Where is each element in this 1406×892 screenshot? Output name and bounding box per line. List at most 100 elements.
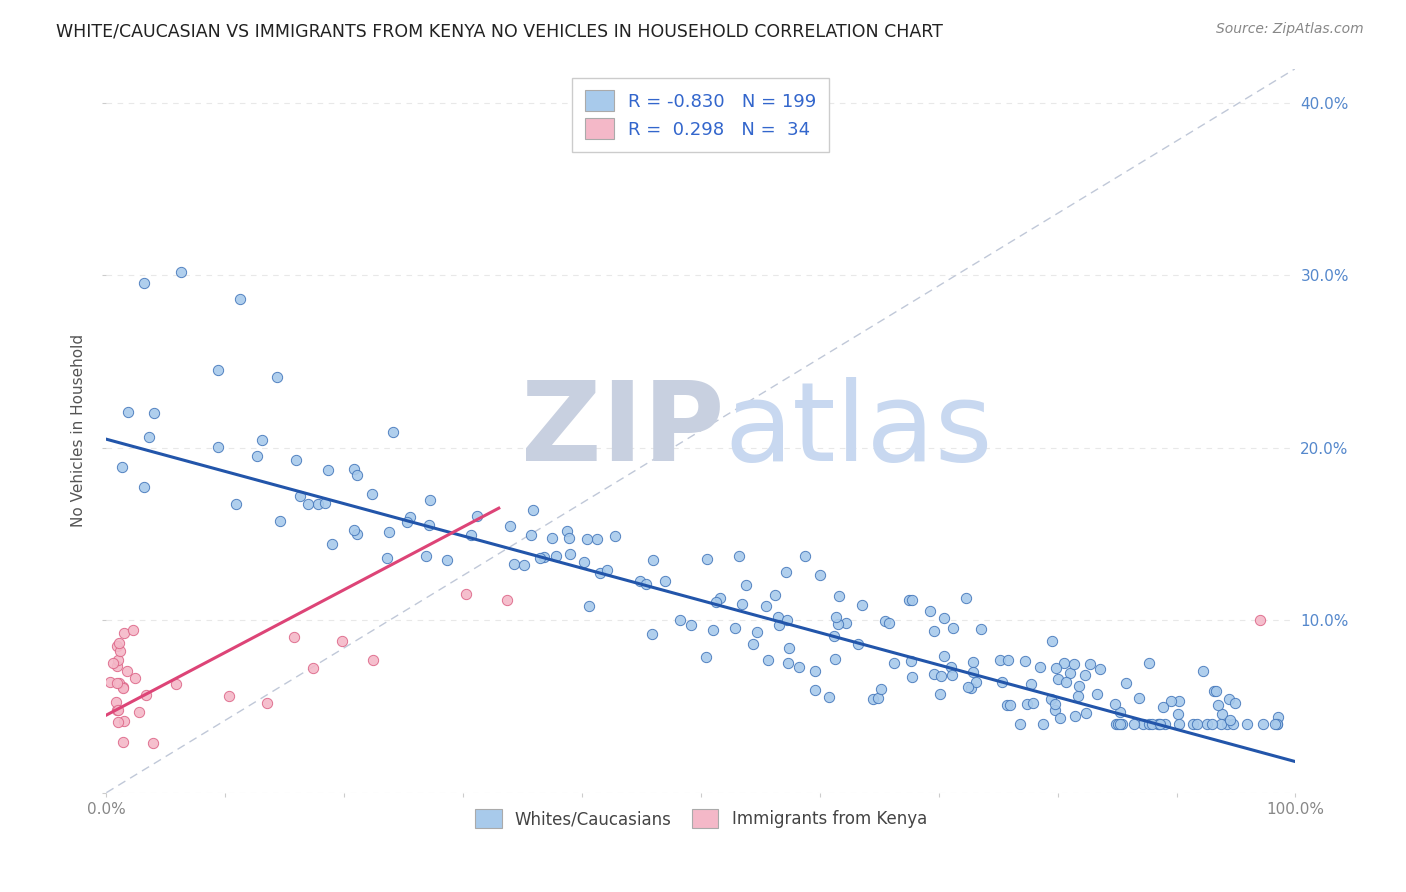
Point xyxy=(165,677,187,691)
Point xyxy=(851,598,873,612)
Point xyxy=(1108,705,1130,719)
Point xyxy=(1149,716,1171,731)
Point xyxy=(995,698,1018,713)
Point xyxy=(142,406,165,420)
Point xyxy=(522,503,544,517)
Point xyxy=(1152,699,1174,714)
Point xyxy=(112,626,135,640)
Point xyxy=(1204,684,1226,698)
Point xyxy=(1181,716,1204,731)
Point xyxy=(1053,656,1076,670)
Point xyxy=(804,665,827,679)
Point xyxy=(834,615,856,630)
Point xyxy=(765,588,787,602)
Point xyxy=(169,264,191,278)
Point xyxy=(1267,710,1289,724)
Point xyxy=(636,577,658,591)
Point xyxy=(695,650,717,665)
Point xyxy=(142,736,165,750)
Point xyxy=(495,593,517,607)
Point xyxy=(207,440,229,454)
Point xyxy=(932,649,955,664)
Point xyxy=(576,532,599,546)
Point xyxy=(825,610,848,624)
Point xyxy=(793,549,815,563)
Point xyxy=(1040,633,1063,648)
Point xyxy=(529,551,551,566)
Point xyxy=(124,672,146,686)
Point xyxy=(415,549,437,563)
Point xyxy=(318,463,340,477)
Point xyxy=(456,587,478,601)
Point xyxy=(256,697,278,711)
Point xyxy=(962,665,984,680)
Point xyxy=(107,652,129,666)
Point xyxy=(330,634,353,648)
Point xyxy=(135,688,157,702)
Text: Source: ZipAtlas.com: Source: ZipAtlas.com xyxy=(1216,22,1364,37)
Point xyxy=(846,637,869,651)
Point xyxy=(1015,697,1038,711)
Point xyxy=(1064,709,1087,723)
Point xyxy=(997,653,1019,667)
Point xyxy=(419,492,441,507)
Point xyxy=(1192,664,1215,678)
Point xyxy=(1115,675,1137,690)
Point xyxy=(111,681,134,695)
Point xyxy=(108,644,131,658)
Point xyxy=(1043,703,1066,717)
Point xyxy=(1047,672,1070,686)
Point xyxy=(696,552,718,566)
Point xyxy=(519,527,541,541)
Point xyxy=(290,489,312,503)
Point xyxy=(778,641,800,656)
Point xyxy=(343,462,366,476)
Point xyxy=(1160,694,1182,708)
Point xyxy=(1216,716,1239,731)
Point xyxy=(929,687,952,701)
Point xyxy=(1265,716,1288,731)
Point xyxy=(283,631,305,645)
Point xyxy=(540,531,562,545)
Point xyxy=(1265,716,1288,731)
Point xyxy=(1067,690,1090,704)
Point xyxy=(1045,661,1067,675)
Point xyxy=(302,660,325,674)
Point xyxy=(266,370,288,384)
Point xyxy=(105,675,128,690)
Point xyxy=(436,553,458,567)
Point xyxy=(107,702,129,716)
Point xyxy=(108,635,131,649)
Point xyxy=(115,664,138,678)
Point xyxy=(558,531,581,545)
Point xyxy=(596,563,619,577)
Point xyxy=(134,276,156,290)
Point xyxy=(603,529,626,543)
Point xyxy=(965,675,987,690)
Point xyxy=(1147,716,1170,731)
Point xyxy=(343,524,366,538)
Point xyxy=(544,549,567,563)
Point xyxy=(1128,691,1150,706)
Point xyxy=(1137,656,1160,670)
Point xyxy=(988,653,1011,667)
Point xyxy=(735,577,758,591)
Point xyxy=(1249,613,1271,627)
Point xyxy=(378,524,401,539)
Point xyxy=(766,610,789,624)
Text: WHITE/CAUCASIAN VS IMMIGRANTS FROM KENYA NO VEHICLES IN HOUSEHOLD CORRELATION CH: WHITE/CAUCASIAN VS IMMIGRANTS FROM KENYA… xyxy=(56,22,943,40)
Point xyxy=(269,514,291,528)
Point xyxy=(1105,716,1128,731)
Point xyxy=(229,292,252,306)
Point xyxy=(1211,707,1233,722)
Point xyxy=(1222,716,1244,731)
Point xyxy=(398,509,420,524)
Point xyxy=(1264,716,1286,731)
Point xyxy=(122,623,145,637)
Point xyxy=(558,547,581,561)
Point xyxy=(1168,694,1191,708)
Point xyxy=(555,524,578,538)
Point xyxy=(1201,716,1223,731)
Point xyxy=(883,656,905,670)
Point xyxy=(775,566,797,580)
